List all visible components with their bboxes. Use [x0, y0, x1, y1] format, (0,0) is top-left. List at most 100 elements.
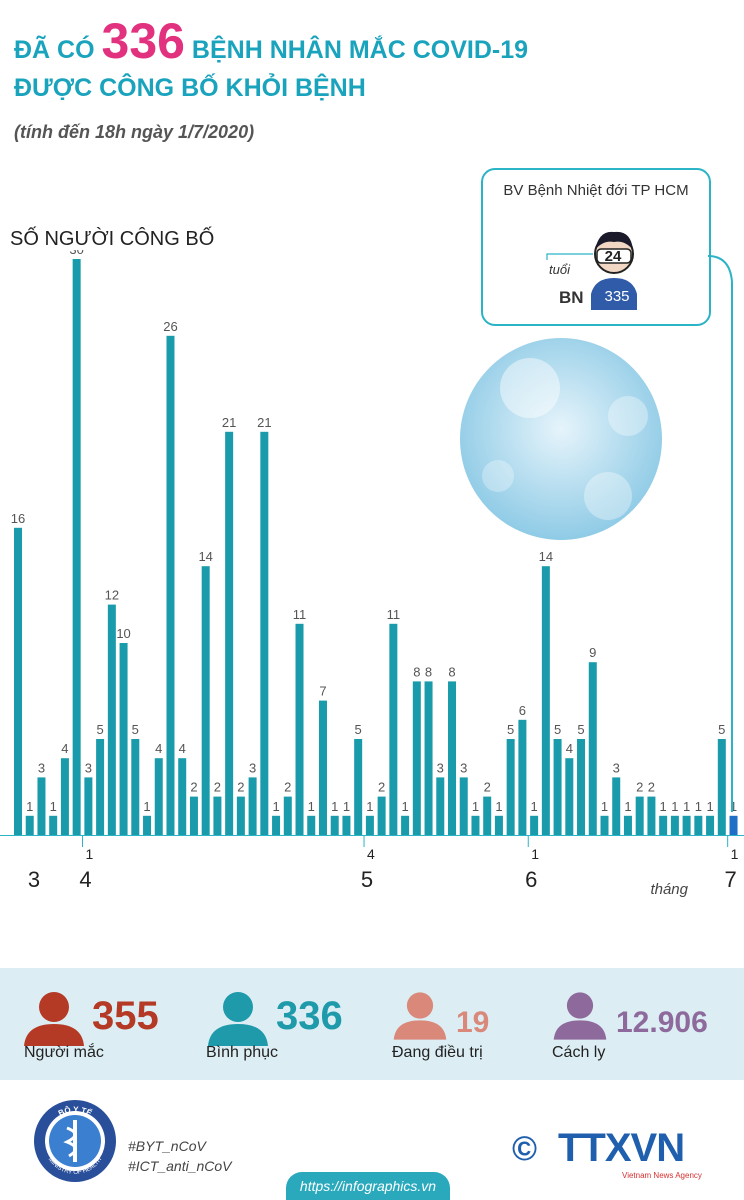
moh-logo: BỘ Y TẾ MINISTRY OF HEALTH [34, 1100, 116, 1182]
bar-value-label: 3 [249, 760, 256, 775]
url-bar[interactable]: https://infographics.vn [286, 1172, 450, 1200]
bar-value-label: 3 [460, 760, 467, 775]
bar-value-label: 6 [519, 703, 526, 718]
bar [412, 681, 421, 835]
bar [49, 815, 58, 835]
bar [166, 335, 175, 835]
bar-value-label: 4 [566, 741, 573, 756]
bar-value-label: 3 [437, 760, 444, 775]
month-label: 6 [525, 867, 537, 892]
bar [189, 796, 198, 835]
hospital-name: BV Bệnh Nhiệt đới TP HCM [503, 182, 689, 199]
bar-value-label: 5 [577, 722, 584, 737]
bar [530, 815, 539, 835]
bar-value-label: 8 [448, 664, 455, 679]
stat-recovered-label: Bình phục [206, 1044, 279, 1061]
bar [72, 259, 81, 835]
stat-quarantine-value: 12.906 [616, 1006, 708, 1039]
bar [448, 681, 457, 835]
bar-value-label: 2 [636, 780, 643, 795]
bar-value-label: 1 [343, 799, 350, 814]
bar [318, 700, 327, 835]
bar [236, 796, 245, 835]
bar-value-label: 1 [671, 799, 678, 814]
title-post: BỆNH NHÂN MẮC COVID-19 [191, 36, 529, 64]
patient-callout: BV Bệnh Nhiệt đới TP HCM 24 tuổi BN 335 [481, 168, 711, 326]
copyright-icon: © [512, 1130, 538, 1168]
bar-value-label: 1 [366, 799, 373, 814]
bar-value-label: 1 [26, 799, 33, 814]
bar-value-label: 2 [378, 780, 385, 795]
bar-value-label: 4 [179, 741, 186, 756]
bar-value-label: 1 [695, 799, 702, 814]
bar-value-label: 5 [96, 722, 103, 737]
bar [14, 527, 22, 835]
bar-value-label: 16 [11, 511, 25, 526]
bar [365, 815, 374, 835]
bar-value-label: 2 [284, 780, 291, 795]
stat-quarantine-label: Cách ly [552, 1044, 606, 1061]
bar-value-label: 26 [163, 319, 177, 334]
bar [694, 815, 703, 835]
bar [588, 662, 597, 835]
stat-recovered-value: 336 [276, 994, 343, 1038]
month-label: 3 [28, 867, 40, 892]
bar-value-label: 3 [85, 760, 92, 775]
bar [483, 796, 492, 835]
bar [131, 739, 140, 835]
bar [506, 739, 515, 835]
person-icon [208, 992, 268, 1046]
bar-value-label: 5 [132, 722, 139, 737]
bar-value-label: 7 [319, 684, 326, 699]
bar-value-label: 5 [554, 722, 561, 737]
bar [37, 777, 46, 835]
bar-value-label: 1 [683, 799, 690, 814]
bar-value-label: 4 [155, 741, 162, 756]
hashtag-byt: #BYT_nCoV [128, 1138, 206, 1154]
title-line2: ĐƯỢC CÔNG BỐ KHỎI BỆNH [14, 74, 366, 102]
url-link[interactable]: https://infographics.vn [299, 1178, 437, 1194]
bar [307, 815, 316, 835]
bar [201, 566, 210, 835]
stat-treating-value: 19 [456, 1006, 490, 1039]
title-pre: ĐÃ CÓ [14, 36, 95, 64]
month-day-label: 1 [531, 846, 539, 862]
stat-treating-label: Đang điều trị [392, 1044, 483, 1061]
virus-illustration [458, 336, 664, 547]
month-day-label: 1 [86, 846, 94, 862]
bar [225, 431, 234, 835]
bar [401, 815, 410, 835]
bar-value-label: 4 [61, 741, 68, 756]
bar [436, 777, 445, 835]
bar [354, 739, 363, 835]
callout-connector [707, 255, 733, 812]
age-pointer-icon [546, 253, 593, 260]
month-label: 4 [79, 867, 91, 892]
month-day-label: 4 [367, 846, 375, 862]
moh-top-text: BỘ Y TẾ [57, 1105, 94, 1118]
bar-value-label: 2 [214, 780, 221, 795]
bar-value-label: 8 [413, 664, 420, 679]
bar-value-label: 14 [539, 549, 553, 564]
bar [553, 739, 562, 835]
bar-value-label: 9 [589, 645, 596, 660]
bar-value-label: 1 [660, 799, 667, 814]
bar [342, 815, 351, 835]
bar-value-label: 8 [425, 664, 432, 679]
bar [96, 739, 105, 835]
patient-age: 24 [604, 248, 622, 265]
bar [471, 815, 480, 835]
month-label: 7 [725, 867, 737, 892]
bar-value-label: 12 [105, 588, 119, 603]
bar [213, 796, 222, 835]
bar-value-label: 1 [272, 799, 279, 814]
bar [623, 815, 632, 835]
agency-subtitle: Vietnam News Agency [622, 1171, 702, 1180]
bar-value-label: 10 [116, 626, 130, 641]
bar [260, 431, 269, 835]
bar [84, 777, 93, 835]
bar-value-label: 2 [190, 780, 197, 795]
bar-value-label: 5 [507, 722, 514, 737]
person-icon [393, 992, 447, 1040]
month-day-label: 1 [731, 846, 739, 862]
